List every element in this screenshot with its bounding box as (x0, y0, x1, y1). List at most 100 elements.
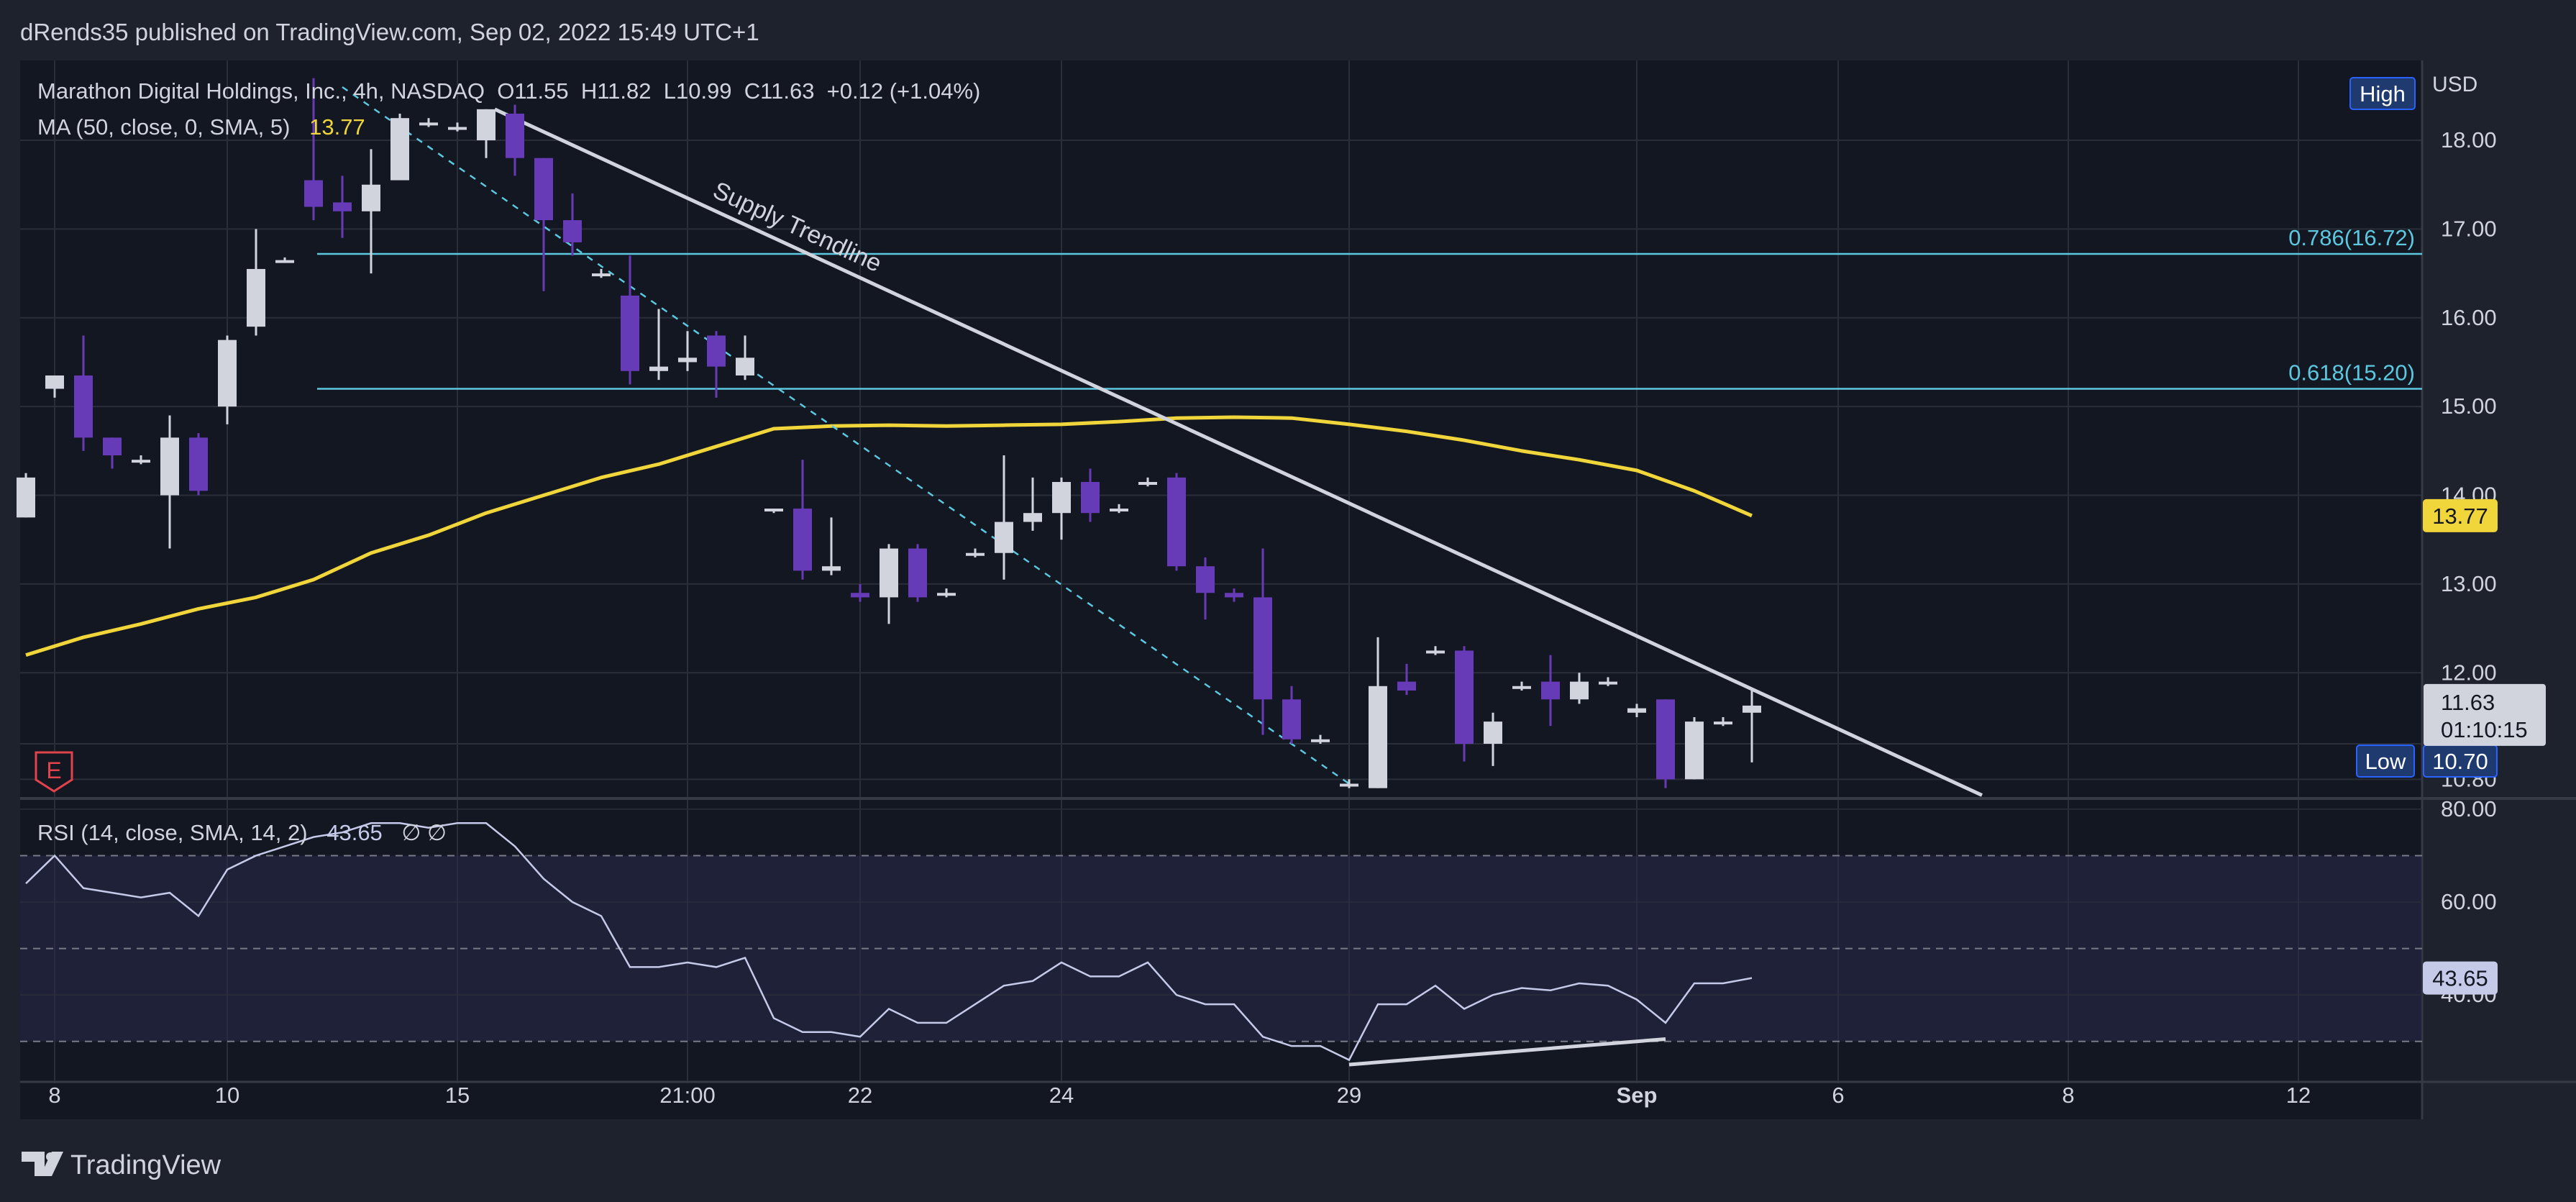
price-tick-label: 15.00 (2441, 393, 2497, 419)
candle-body (1311, 739, 1330, 742)
tradingview-logo-dot (46, 1152, 55, 1161)
candle (448, 122, 467, 132)
candle (966, 548, 985, 557)
candle-body (1369, 686, 1387, 788)
earnings-marker[interactable]: E (35, 751, 73, 793)
price-tick-label: 13.00 (2441, 571, 2497, 596)
candle (1541, 655, 1560, 727)
rsi-line (25, 822, 1753, 1062)
candle-body (189, 437, 208, 491)
candle (1484, 712, 1502, 766)
candle (132, 455, 150, 465)
last-price-countdown: 01:10:15 (2441, 717, 2528, 742)
candle (1599, 677, 1617, 686)
candle (160, 415, 179, 549)
rsi-divergence-line (1348, 1037, 1666, 1067)
earnings-badge-shape (35, 751, 73, 793)
last-price-value: 11.63 (2441, 690, 2495, 715)
low-label: Low (2356, 745, 2415, 778)
price-tick-label: 17.00 (2441, 216, 2497, 241)
candle-body (390, 118, 409, 181)
ma-legend-value: 13.77 (309, 114, 365, 140)
rsi-tick-label: 80.00 (2441, 796, 2497, 821)
candle (1253, 548, 1272, 735)
last-price-box (2424, 683, 2546, 746)
candle-body (621, 295, 639, 371)
rsi-band-fill (20, 855, 2422, 1042)
candle (1311, 734, 1330, 744)
price-tick-label: 12.00 (2441, 660, 2497, 685)
candle-body (1512, 686, 1531, 689)
high-label-text: High (2360, 81, 2406, 106)
time-tick-label: 21:00 (659, 1083, 716, 1108)
footer-brand: TradingView (22, 1150, 221, 1180)
candle (1656, 699, 1675, 788)
candle (764, 509, 783, 514)
candle (1225, 588, 1243, 602)
candle (592, 268, 611, 278)
candle (1685, 716, 1704, 780)
candle-body (1052, 482, 1071, 514)
candle-body (1225, 593, 1243, 598)
ma-legend-label: MA (50, close, 0, SMA, 5) (37, 114, 290, 140)
candle-body (563, 220, 582, 242)
candle-body (103, 437, 122, 456)
candle-body (1196, 566, 1215, 593)
candle-body (1627, 708, 1646, 713)
rsi-legend-value: 43.65 (326, 820, 383, 845)
candle-body (880, 548, 898, 598)
candle (247, 229, 265, 336)
candle (1627, 704, 1646, 717)
candle-body (534, 158, 553, 221)
candle-body (275, 260, 294, 263)
candle-body (1599, 681, 1617, 685)
fib-level-label: 0.786(16.72) (2288, 225, 2415, 250)
candle-body (1110, 509, 1128, 512)
brand-name: TradingView (70, 1150, 221, 1180)
rsi-value-badge: 43.65 (2423, 961, 2498, 995)
candle (304, 78, 323, 221)
candle (17, 473, 35, 518)
candle (506, 104, 524, 176)
low-value-badge-text: 10.70 (2432, 749, 2488, 774)
low-label-text: Low (2365, 749, 2406, 774)
high-label-box (2349, 77, 2416, 110)
candle (1081, 468, 1100, 522)
candle-body (1167, 477, 1186, 567)
candle-body (966, 552, 985, 556)
candle-body (1541, 681, 1560, 700)
candle-body (822, 566, 841, 571)
candle-body (1340, 783, 1358, 787)
candle-body (649, 366, 668, 371)
time-tick-label: 15 (445, 1083, 470, 1108)
candle (1397, 663, 1416, 696)
candle (1138, 477, 1157, 487)
rsi-pane (20, 809, 2422, 1067)
candle-body (477, 109, 495, 141)
candle-body (1656, 699, 1675, 780)
candle-body (592, 273, 611, 277)
low-value-badge: 10.70 (2423, 745, 2498, 778)
candle-body (1743, 705, 1761, 713)
candle (477, 109, 495, 158)
candle (275, 257, 294, 263)
candle (534, 158, 553, 291)
ma-legend: MA (50, close, 0, SMA, 5) 13.77 (37, 114, 365, 140)
candle (1714, 716, 1732, 727)
candle (1512, 681, 1531, 691)
candle (419, 118, 438, 127)
publish-line: dRends35 published on TradingView.com, S… (20, 19, 759, 45)
candle-body (1081, 482, 1100, 514)
price-tick-label: 16.00 (2441, 305, 2497, 330)
time-tick-label: 22 (848, 1083, 872, 1108)
candle-body (160, 437, 179, 496)
candle (74, 335, 93, 451)
candle-body (1138, 482, 1157, 486)
ma-value-badge: 13.77 (2423, 498, 2498, 532)
candle-body (333, 202, 352, 211)
candle (822, 517, 841, 575)
candle-body (74, 375, 93, 438)
candle (1570, 673, 1589, 704)
